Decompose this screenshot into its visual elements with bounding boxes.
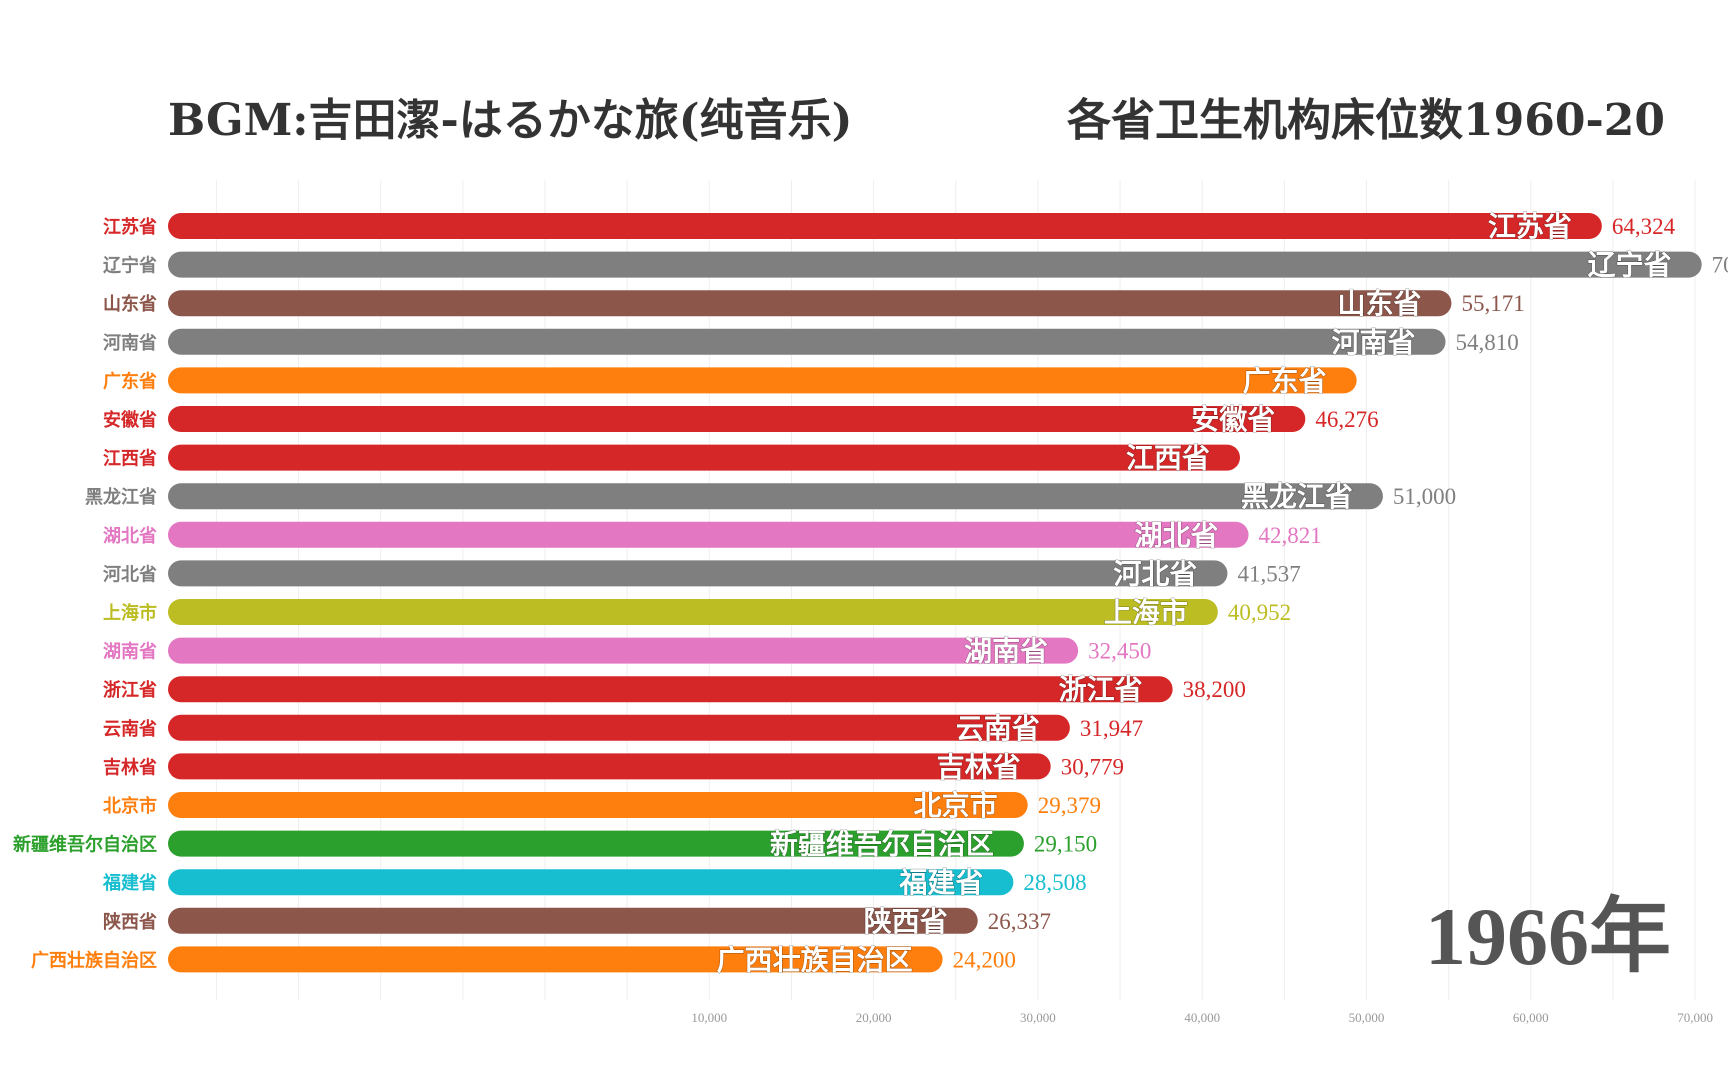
value-label: 30,779	[1061, 754, 1124, 779]
bar-inner-label: 吉林省	[937, 750, 1021, 783]
x-tick-label: 20,000	[856, 1010, 892, 1025]
category-label: 黑龙江省	[85, 486, 157, 508]
bar-inner-label: 北京市	[914, 789, 998, 822]
bgm-title: BGM:吉田潔-はるかな旅(纯音乐)	[168, 95, 853, 146]
bar-inner-label: 广东省	[1243, 364, 1327, 397]
x-tick-label: 10,000	[691, 1010, 727, 1025]
value-label: 55,171	[1461, 291, 1524, 316]
bar	[168, 213, 1602, 239]
x-tick-label: 40,000	[1184, 1010, 1220, 1025]
bar-inner-label: 山东省	[1337, 287, 1421, 320]
category-label: 辽宁省	[103, 255, 157, 277]
category-label: 云南省	[103, 718, 157, 740]
bar	[168, 830, 1024, 857]
bar	[168, 714, 1070, 741]
bar	[168, 328, 1446, 355]
x-tick-label: 60,000	[1513, 1010, 1549, 1025]
bar-inner-label: 云南省	[956, 712, 1040, 745]
bar-inner-label: 浙江省	[1059, 673, 1143, 706]
category-label: 江苏省	[103, 216, 157, 238]
bar	[168, 869, 1014, 896]
bar-inner-label: 江西省	[1126, 442, 1210, 475]
category-label: 浙江省	[103, 679, 157, 701]
bar	[168, 637, 1079, 664]
bar	[168, 483, 1383, 510]
category-label: 吉林省	[103, 756, 157, 778]
bar	[168, 599, 1218, 625]
bar-inner-label: 陕西省	[864, 905, 948, 938]
category-label: 湖北省	[103, 525, 157, 547]
bar	[168, 521, 1249, 548]
category-label: 广东省	[103, 370, 157, 392]
bar-inner-label: 福建省	[898, 866, 983, 899]
value-label: 26,337	[988, 909, 1051, 934]
bar-inner-label: 辽宁省	[1588, 249, 1672, 282]
x-tick-label: 30,000	[1020, 1010, 1056, 1025]
category-label: 安徽省	[103, 409, 157, 431]
value-label: 64,324	[1612, 214, 1676, 239]
category-label: 湖南省	[103, 641, 157, 663]
bar	[168, 444, 1240, 471]
value-label: 40,952	[1228, 600, 1291, 625]
value-label: 29,150	[1034, 832, 1097, 857]
value-label: 32,450	[1088, 639, 1151, 664]
bar	[168, 792, 1028, 818]
category-label: 山东省	[103, 293, 157, 315]
bar-inner-label: 新疆维吾尔自治区	[770, 828, 994, 861]
value-label: 31,947	[1080, 716, 1143, 741]
category-label: 陕西省	[103, 911, 157, 933]
category-label: 广西壮族自治区	[31, 949, 157, 971]
category-label: 新疆维吾尔自治区	[13, 834, 157, 856]
value-label: 42,821	[1259, 523, 1322, 548]
bar-inner-label: 广西壮族自治区	[717, 943, 913, 976]
bar	[168, 251, 1702, 278]
value-label: 51,000	[1393, 484, 1456, 509]
category-label: 江西省	[103, 448, 157, 470]
bar	[168, 406, 1306, 432]
value-label: 70,400	[1712, 253, 1728, 278]
bar	[168, 367, 1357, 394]
value-label: 38,200	[1183, 677, 1246, 702]
value-label: 54,810	[1456, 330, 1519, 355]
category-label: 河南省	[103, 332, 157, 354]
x-tick-label: 70,000	[1677, 1010, 1713, 1025]
bar-inner-label: 江苏省	[1488, 210, 1572, 243]
category-label: 福建省	[102, 872, 157, 894]
bar-inner-label: 上海市	[1104, 596, 1188, 629]
bar	[168, 907, 978, 934]
x-tick-label: 50,000	[1349, 1010, 1385, 1025]
bar	[168, 753, 1051, 780]
bar-inner-label: 湖北省	[1135, 519, 1219, 552]
category-label: 北京市	[103, 795, 157, 817]
bar	[168, 290, 1452, 317]
value-label: 29,379	[1038, 793, 1101, 818]
bar-inner-label: 黑龙江省	[1241, 480, 1353, 513]
bar	[168, 676, 1173, 703]
value-label: 46,276	[1315, 407, 1378, 432]
value-label: 24,200	[953, 947, 1016, 972]
value-label: 28,508	[1023, 870, 1086, 895]
bar	[168, 946, 943, 973]
category-label: 上海市	[103, 602, 157, 624]
bar-inner-label: 安徽省	[1191, 403, 1275, 436]
bar-inner-label: 湖南省	[964, 635, 1048, 668]
year-label: 1966年	[1425, 891, 1672, 982]
chart-title: 各省卫生机构床位数1960-20	[1067, 95, 1665, 146]
bar-inner-label: 河北省	[1113, 557, 1197, 590]
bar	[168, 560, 1228, 587]
category-label: 河北省	[103, 563, 157, 585]
bar-inner-label: 河南省	[1332, 326, 1416, 359]
value-label: 41,537	[1237, 561, 1300, 586]
